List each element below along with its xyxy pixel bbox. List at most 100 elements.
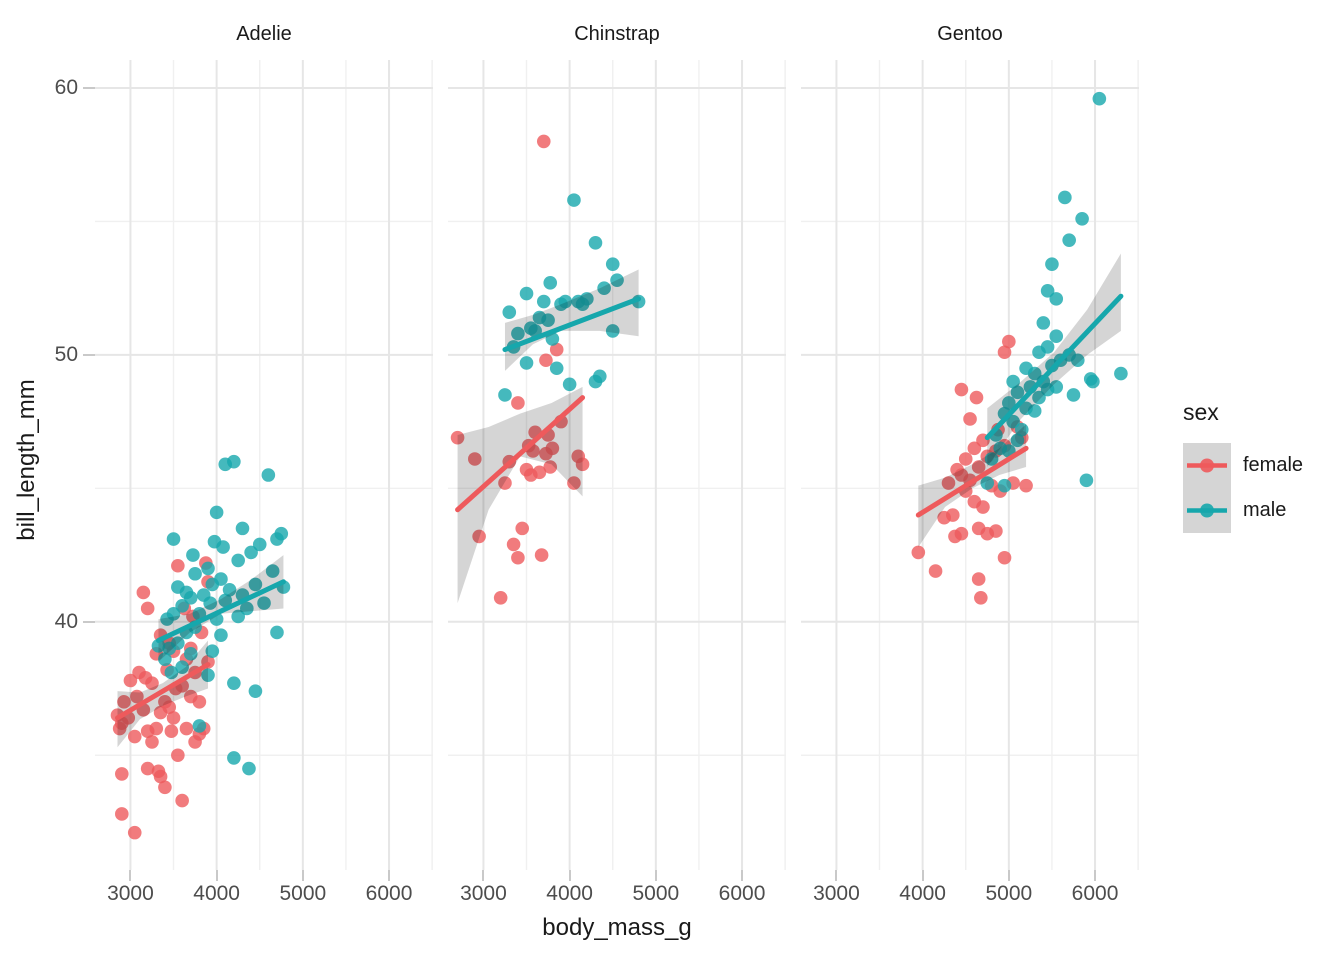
facet-title-adelie: Adelie (236, 23, 292, 45)
data-point-female (511, 550, 525, 565)
data-point-male (186, 548, 200, 562)
data-point-male (984, 452, 999, 466)
data-point-male (166, 606, 181, 621)
data-point-male (192, 719, 207, 733)
data-point-female (450, 430, 465, 445)
data-point-male (164, 665, 179, 680)
data-point-male (203, 596, 217, 610)
data-point-male (242, 761, 256, 776)
data-point-male (597, 281, 611, 295)
confidence-band-male (987, 253, 1121, 468)
data-point-male (605, 257, 620, 271)
facet-panel-chinstrap (448, 60, 786, 870)
x-tick-label: 3000 (460, 882, 507, 905)
trend-line-male (502, 296, 642, 353)
data-point-male (175, 598, 189, 613)
data-point-male (183, 590, 198, 605)
data-point-male (1070, 353, 1085, 368)
data-point-male (214, 628, 228, 642)
x-tick-label: 5000 (279, 882, 327, 905)
data-point-female (575, 457, 590, 472)
data-point-female (136, 585, 151, 600)
data-point-male (511, 326, 525, 341)
data-point-male (265, 564, 280, 578)
x-axis-title: body_mass_g (542, 914, 692, 941)
data-point-male (1045, 257, 1059, 271)
data-point-male (175, 660, 189, 674)
data-point-male (270, 625, 284, 640)
data-point-female (911, 545, 926, 560)
data-point-male (1040, 340, 1055, 354)
data-point-female (969, 390, 984, 405)
x-tick-label: 5000 (985, 882, 1033, 905)
data-point-female (145, 676, 159, 690)
data-point-female (158, 780, 172, 795)
data-point-male (252, 537, 267, 552)
data-point-male (567, 193, 581, 207)
data-point-female (536, 134, 551, 149)
x-tick-mark (129, 870, 132, 881)
x-tick-label: 3000 (107, 882, 154, 905)
legend-item-male: male (1183, 488, 1303, 533)
x-tick-mark (482, 870, 485, 881)
data-point-female (140, 761, 155, 776)
data-point-female (545, 441, 560, 456)
data-point-male (605, 324, 620, 338)
data-point-male (216, 540, 230, 554)
data-point-male (201, 561, 215, 576)
facet-title-chinstrap: Chinstrap (574, 23, 660, 45)
x-tick-mark (388, 870, 391, 881)
confidence-band-female (918, 424, 1027, 548)
data-point-male (593, 369, 607, 384)
x-tick-mark (741, 870, 744, 881)
data-point-male (227, 454, 241, 469)
data-point-male (235, 521, 250, 536)
data-point-female (532, 465, 547, 480)
data-point-male (257, 596, 271, 610)
data-point-male (543, 276, 558, 290)
data-point-male (610, 273, 624, 287)
data-point-male (166, 532, 181, 546)
data-point-male (240, 601, 254, 616)
data-point-female (153, 769, 168, 784)
data-point-male (1006, 414, 1020, 429)
data-point-male (1058, 190, 1072, 205)
data-point-male (1092, 91, 1107, 106)
data-point-female (958, 452, 973, 466)
data-point-male (209, 505, 224, 520)
x-tick-label: 5000 (632, 882, 680, 905)
data-point-male (1027, 404, 1042, 418)
data-point-male (1062, 233, 1076, 247)
data-point-male (588, 236, 603, 250)
x-tick-mark (1007, 870, 1010, 881)
data-point-female (115, 807, 129, 821)
data-point-male (580, 292, 594, 306)
data-point-male (231, 553, 245, 568)
data-point-female (543, 460, 558, 474)
data-point-female (963, 412, 977, 426)
x-tick-label: 4000 (899, 882, 946, 905)
data-point-female (127, 825, 142, 840)
y-tick-label: 60 (54, 76, 78, 100)
data-point-female (928, 564, 943, 578)
data-point-female (946, 508, 960, 522)
data-point-male (997, 478, 1012, 493)
data-point-female (472, 529, 486, 544)
data-point-male (261, 468, 276, 482)
data-point-male (1049, 292, 1064, 306)
y-tick-mark (83, 353, 95, 356)
legend: sex female male (1183, 399, 1303, 533)
data-point-female (511, 396, 525, 410)
x-tick-mark (921, 870, 924, 881)
data-point-male (227, 676, 241, 690)
x-tick-label: 3000 (813, 882, 860, 905)
confidence-band-male (504, 269, 639, 371)
confidence-band-female (457, 386, 583, 604)
female-key-icon (1183, 443, 1231, 488)
data-point-female (549, 342, 564, 357)
data-point-male (1036, 316, 1051, 330)
data-point-female (498, 476, 512, 490)
data-point-male (519, 286, 534, 301)
data-point-female (567, 476, 581, 490)
data-point-male (214, 572, 228, 586)
